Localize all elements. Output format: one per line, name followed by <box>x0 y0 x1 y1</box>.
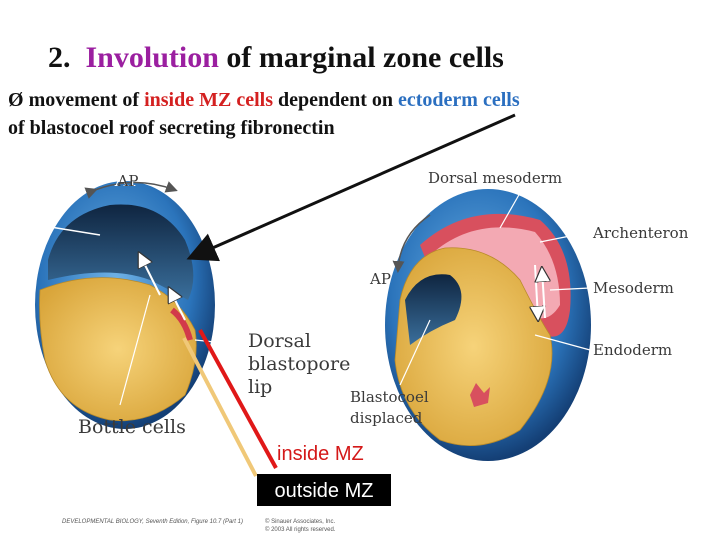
inside-label: inside MZ <box>277 443 364 465</box>
right-embryo <box>385 189 591 461</box>
endoderm-label: Endoderm <box>593 341 672 359</box>
caption-source: DEVELOPMENTAL BIOLOGY, Seventh Edition, … <box>62 519 243 525</box>
dorsal-mesoderm-label: Dorsal mesoderm <box>428 169 562 187</box>
right-ap-label: AP <box>369 270 391 288</box>
blastocoel-label: Blastocoel <box>350 388 429 406</box>
outside-label: outside MZ <box>275 480 374 502</box>
caption-copyright: © Sinauer Associates, Inc. <box>265 518 335 525</box>
archenteron-label: Archenteron <box>592 224 689 242</box>
bullet-line: Ø movement of inside MZ cells dependent … <box>8 89 520 111</box>
lip-label: lip <box>248 376 272 398</box>
pointer-arrow <box>186 113 516 262</box>
title-rest: of marginal zone cells <box>226 41 503 74</box>
inside-pointer <box>198 329 278 469</box>
outside-box <box>257 474 391 506</box>
mesoderm-label: Mesoderm <box>593 279 674 297</box>
bullet-marker: Ø <box>8 89 24 111</box>
blastocoel-label: displaced <box>350 409 423 427</box>
lip-label: blastopore <box>248 353 350 375</box>
outside-pointer <box>182 337 258 477</box>
slide-title: 2. Involution of marginal zone cells <box>48 41 504 74</box>
lip-label: Dorsal <box>248 330 311 352</box>
title-number: 2. <box>48 41 71 74</box>
bullet-highlight: ectoderm cells <box>398 89 520 111</box>
bullet-highlight: inside MZ cells <box>144 89 273 111</box>
left-embryo <box>35 181 246 429</box>
bullet-line-2: of blastocoel roof secreting fibronectin <box>8 117 335 139</box>
bottle-label: Bottle cells <box>78 416 186 438</box>
bullet-text: movement of <box>29 89 145 111</box>
bullet-text: dependent on <box>273 89 398 111</box>
caption-copyright: © 2003 All rights reserved. <box>265 526 336 533</box>
title-highlight: Involution <box>86 41 220 74</box>
left-ap-label: AP <box>114 169 142 191</box>
left-ap-label: AP <box>117 172 139 190</box>
